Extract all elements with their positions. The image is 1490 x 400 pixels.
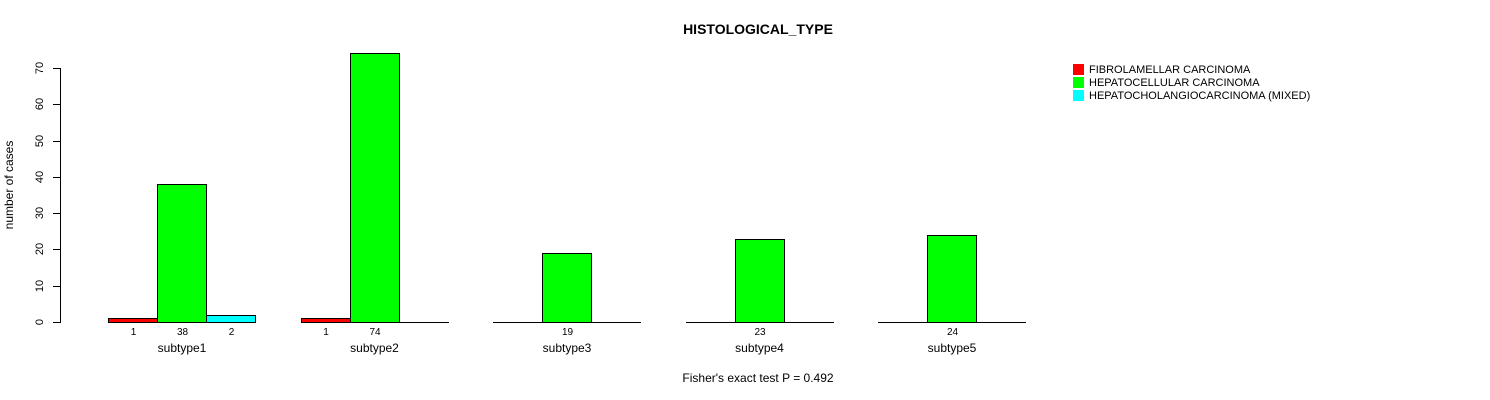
bar-hepatocellular xyxy=(734,239,785,323)
category-label: subtype5 xyxy=(927,341,977,355)
y-tick-label: 60 xyxy=(34,98,46,111)
fisher-test-annotation: Fisher's exact test P = 0.492 xyxy=(682,371,834,385)
legend-swatch xyxy=(1073,90,1084,101)
bar-count-label: 1 xyxy=(130,327,137,338)
category-label: subtype2 xyxy=(350,341,399,355)
y-tick-label: 70 xyxy=(34,61,46,75)
bar-count-label: 38 xyxy=(176,327,189,338)
legend-swatch xyxy=(1073,77,1084,88)
y-tick-label: 20 xyxy=(34,243,46,256)
y-tick-label: 30 xyxy=(34,207,46,220)
category-label: subtype3 xyxy=(542,341,592,355)
category-label: subtype1 xyxy=(157,341,207,355)
y-axis-tick xyxy=(53,249,60,251)
chart-title: HISTOLOGICAL_TYPE xyxy=(683,21,833,37)
y-axis-tick xyxy=(53,68,60,69)
y-axis-tick xyxy=(53,104,60,106)
bar-hepatocellular xyxy=(927,235,977,323)
legend-swatch xyxy=(1073,64,1084,75)
legend-item: HEPATOCHOLANGIOCARCINOMA (MIXED) xyxy=(1073,89,1310,102)
bar-count-label: 74 xyxy=(369,327,381,338)
y-axis-tick xyxy=(53,322,60,323)
bar-fibrolamellar xyxy=(108,318,158,323)
y-axis-line xyxy=(60,68,61,323)
legend-item: HEPATOCELLULAR CARCINOMA xyxy=(1073,76,1310,89)
y-axis-tick xyxy=(53,213,60,215)
bar-count-label: 23 xyxy=(754,327,766,338)
y-axis-label: number of cases xyxy=(2,140,16,230)
y-axis-tick xyxy=(53,140,60,142)
bar-count-label: 1 xyxy=(323,327,329,338)
bar-hepatocellular xyxy=(542,253,592,323)
y-tick-label: 0 xyxy=(34,318,46,326)
legend-item: FIBROLAMELLAR CARCINOMA xyxy=(1073,63,1310,76)
y-tick-label: 40 xyxy=(34,170,46,183)
bar-fibrolamellar xyxy=(300,318,351,323)
legend-label: FIBROLAMELLAR CARCINOMA xyxy=(1089,63,1251,76)
bar-count-label: 19 xyxy=(561,327,574,338)
bar-count-label: 2 xyxy=(228,327,235,338)
legend: FIBROLAMELLAR CARCINOMA HEPATOCELLULAR CA… xyxy=(1073,63,1310,102)
category-label: subtype4 xyxy=(735,341,784,355)
y-axis-tick xyxy=(53,176,60,178)
bar-mixed xyxy=(206,315,256,323)
y-axis-tick xyxy=(53,285,60,287)
y-tick-label: 50 xyxy=(34,134,46,147)
bar-hepatocellular xyxy=(157,184,207,323)
bar-hepatocellular xyxy=(349,53,400,323)
legend-label: HEPATOCELLULAR CARCINOMA xyxy=(1089,76,1260,89)
bar-count-label: 24 xyxy=(946,327,959,338)
legend-label: HEPATOCHOLANGIOCARCINOMA (MIXED) xyxy=(1089,89,1311,102)
y-tick-label: 10 xyxy=(34,279,46,292)
